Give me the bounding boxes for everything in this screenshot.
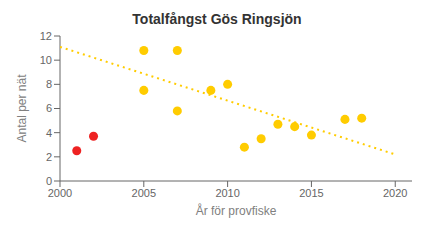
svg-text:2005: 2005 [132, 187, 156, 199]
svg-text:8: 8 [46, 78, 52, 90]
svg-text:År för provfiske: År för provfiske [196, 203, 277, 218]
svg-text:2015: 2015 [299, 187, 323, 199]
html-text:Totalfångst Gös Ringsjön: Totalfångst Gös Ringsjön [132, 11, 302, 27]
svg-text:12: 12 [40, 30, 52, 42]
svg-text:2010: 2010 [215, 187, 239, 199]
svg-text:4: 4 [46, 127, 52, 139]
svg-text:2000: 2000 [48, 187, 72, 199]
svg-text:Antal per nät: Antal per nät [15, 74, 29, 143]
svg-text:2020: 2020 [383, 187, 407, 199]
svg-text:2: 2 [46, 151, 52, 163]
svg-text:10: 10 [40, 54, 52, 66]
svg-text:6: 6 [46, 102, 52, 114]
svg-text:0: 0 [46, 175, 52, 187]
